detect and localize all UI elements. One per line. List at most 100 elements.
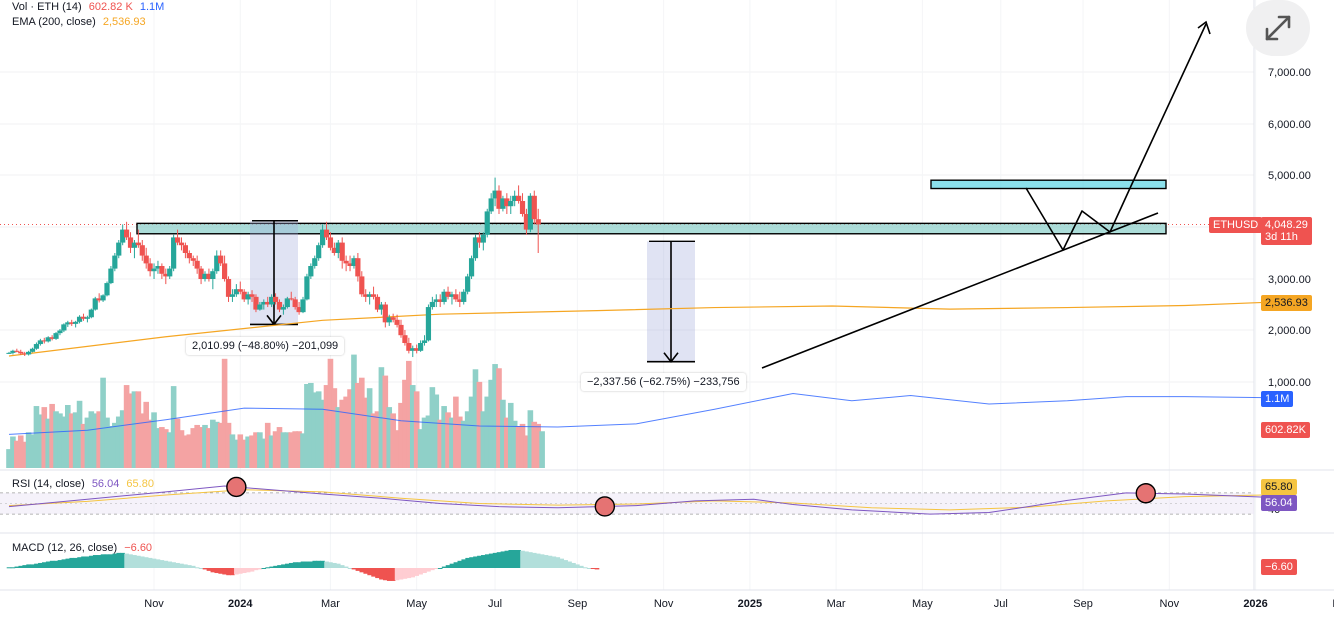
volume-bar: [163, 429, 169, 468]
price-tick-label-0: 1,000.00: [1268, 377, 1311, 389]
candle-body: [80, 316, 87, 319]
macd-bar: [469, 557, 474, 568]
volume-bar: [359, 377, 365, 468]
volume-bar: [108, 426, 114, 468]
volume-bar: [25, 432, 32, 468]
time-label-8: Mar: [827, 598, 846, 610]
time-label-6: Nov: [654, 598, 674, 610]
candle-body: [265, 301, 271, 305]
candle-body: [159, 266, 165, 274]
candle-body: [288, 298, 294, 300]
candle-body: [437, 299, 443, 302]
volume-bar: [296, 431, 302, 468]
candle-body: [449, 294, 455, 297]
candle-body: [410, 348, 416, 351]
price-tick-label-4: 5,000.00: [1268, 170, 1311, 182]
candle-body: [406, 343, 412, 351]
volume-bar: [292, 431, 298, 468]
volume-bar: [92, 413, 99, 468]
volume-bar: [45, 418, 51, 468]
macd-bar: [528, 552, 533, 568]
candle-body: [73, 321, 79, 324]
macd-bar: [559, 558, 565, 568]
candle-body: [100, 295, 106, 301]
macd-bar: [18, 565, 24, 568]
macd-bar: [430, 568, 435, 571]
macd-bar: [108, 554, 114, 568]
volume-bar: [127, 393, 134, 468]
candle-body: [174, 237, 181, 243]
measurements[interactable]: [250, 220, 695, 364]
candle-body: [88, 309, 94, 318]
volume-bar: [484, 396, 491, 468]
candle-body: [225, 279, 232, 297]
candle-body: [245, 294, 251, 300]
candle-body: [261, 301, 267, 305]
candle-body: [210, 271, 216, 279]
macd-bar: [579, 565, 584, 568]
volume-bar: [429, 387, 436, 468]
candle-body: [272, 296, 279, 302]
volume-bar: [33, 406, 40, 468]
macd-bar: [179, 563, 184, 568]
macd-bar: [531, 552, 537, 568]
macd-bar: [230, 568, 235, 576]
macd-bar: [234, 568, 239, 575]
volume-ma-line: [8, 392, 1264, 435]
volume-bar: [245, 436, 251, 468]
candle-body: [53, 333, 59, 339]
candle-body: [327, 237, 334, 248]
macd-bar: [89, 555, 94, 568]
volume-bar: [221, 358, 228, 468]
volume-bar: [217, 422, 224, 468]
candle-body: [14, 350, 20, 352]
volume-bar: [362, 397, 369, 468]
drawings[interactable]: [761, 20, 1211, 369]
candle-body: [457, 299, 463, 302]
volume-bar: [527, 410, 534, 468]
macd-bar: [265, 567, 271, 569]
macd-bar: [351, 568, 357, 570]
zone-1: [930, 179, 1167, 190]
volume-bar: [123, 385, 130, 468]
macd-bar: [567, 561, 572, 568]
macd-bar: [375, 568, 380, 579]
volume-bar: [460, 420, 467, 468]
macd-bar: [449, 563, 455, 568]
macd-bar: [69, 557, 75, 568]
candle-body: [347, 263, 353, 266]
macd-bar: [304, 561, 310, 568]
rsi-marker-0: [226, 476, 247, 498]
candle-body: [390, 317, 396, 320]
candle-body: [222, 263, 228, 279]
macd-bar: [183, 564, 188, 568]
candle-body: [284, 298, 290, 308]
macd-bar: [277, 565, 282, 568]
volume-bar: [304, 384, 310, 468]
fullscreen-button[interactable]: [1246, 0, 1310, 56]
macd-bar: [10, 567, 16, 569]
macd-bar: [414, 568, 419, 576]
macd-bar: [22, 565, 27, 568]
rsi-legend-value: 56.04: [91, 478, 120, 490]
macd-bar: [379, 568, 384, 580]
zones[interactable]: [136, 179, 1167, 235]
macd-bar: [206, 568, 212, 571]
candle-body: [304, 276, 310, 300]
candle-body: [37, 340, 43, 345]
macd-bar: [73, 557, 78, 568]
volume-bar: [61, 416, 67, 468]
candle-body: [198, 268, 204, 279]
measure-label-1: 2,010.99 (−48.80%) −201,099: [186, 337, 345, 355]
candle-body: [18, 351, 24, 354]
macd-bar: [477, 555, 482, 568]
rsi-ma-line: [8, 489, 1264, 511]
macd-bar: [85, 556, 90, 568]
volume-bar: [119, 410, 126, 468]
volume-bar: [190, 428, 197, 468]
macd-bar: [359, 568, 365, 573]
macd-bar: [516, 550, 521, 568]
volume-bar: [382, 375, 389, 468]
time-label-5: Sep: [568, 598, 588, 610]
